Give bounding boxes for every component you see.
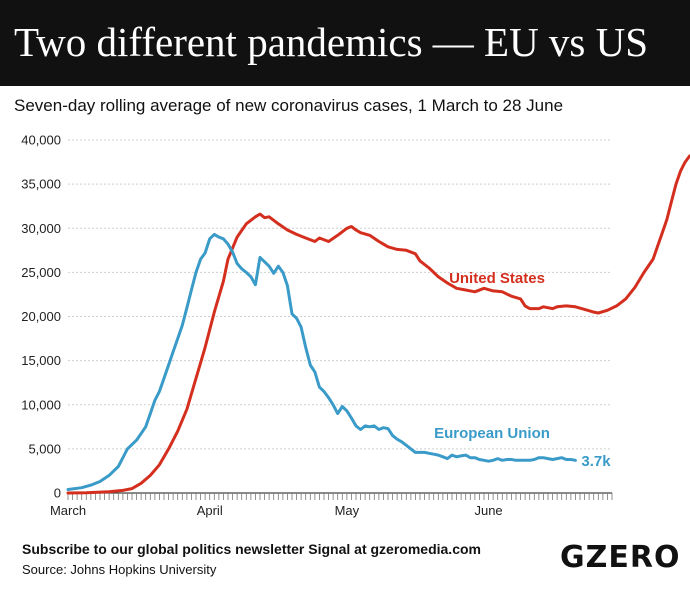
x-tick-label: March [50,503,86,518]
newsletter-promo: Subscribe to our global politics newslet… [22,541,481,557]
eu-series-annotation: European Union [434,425,550,442]
y-tick-label: 40,000 [21,133,61,148]
eu-series-line [66,232,577,491]
chart-subtitle: Seven-day rolling average of new coronav… [14,96,564,115]
gzero-logo: GZERO [560,540,681,575]
x-tick-label: June [474,503,502,518]
y-tick-label: 0 [54,486,61,501]
y-tick-label: 25,000 [21,265,61,280]
y-tick-label: 10,000 [21,397,61,412]
y-tick-label: 5,000 [28,441,61,456]
us-series-line [66,154,690,495]
page-title: Two different pandemics — EU vs US [14,19,649,65]
y-tick-label: 15,000 [21,353,61,368]
x-tick-label: April [197,503,223,518]
x-tick-label: May [335,503,360,518]
us-series-annotation: United States [449,270,545,287]
y-tick-label: 20,000 [21,309,61,324]
eu-end-label: 3.7k [581,453,611,470]
source-note: Source: Johns Hopkins University [22,562,217,577]
y-tick-label: 30,000 [21,221,61,236]
line-chart: 0 5,000 10,000 15,000 20,000 25,000 30,000 35,0… [21,133,690,518]
y-tick-label: 35,000 [21,177,61,192]
header-banner: Two different pandemics — EU vs US [0,0,690,86]
